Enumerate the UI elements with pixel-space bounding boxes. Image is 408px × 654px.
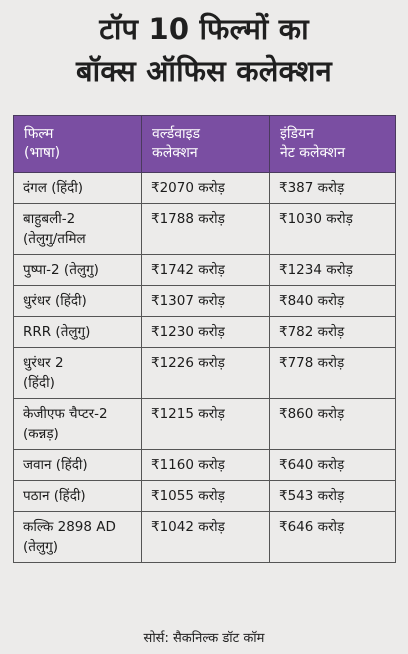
film-language: (कन्नड़)	[23, 426, 59, 442]
film-cell: धुरंधर 2 (हिंदी)	[13, 347, 142, 399]
header-film-line-1: फिल्म	[24, 126, 54, 142]
header-film-line-2: (भाषा)	[24, 145, 61, 161]
worldwide-cell: ₹1055 करोड़	[141, 480, 270, 512]
film-name: धुरंधर (हिंदी)	[23, 293, 87, 309]
worldwide-cell: ₹1230 करोड़	[141, 316, 270, 348]
film-cell: बाहुबली-2 (तेलुगु/तमिल	[13, 203, 142, 255]
film-language: (तेलुगु)	[23, 539, 58, 555]
film-name: दंगल (हिंदी)	[23, 180, 84, 196]
india-cell: ₹646 करोड़	[269, 511, 396, 563]
table-header-row: फिल्म (भाषा) वर्ल्डवाइड कलेक्शन इंडियन न…	[13, 115, 396, 173]
table-row: पठान (हिंदी) ₹1055 करोड़ ₹543 करोड़	[13, 480, 396, 512]
table-row: धुरंधर (हिंदी) ₹1307 करोड़ ₹840 करोड़	[13, 285, 396, 317]
film-cell: केजीएफ चैप्टर-2 (कन्नड़)	[13, 398, 142, 450]
worldwide-cell: ₹1226 करोड़	[141, 347, 270, 399]
page-title: टॉप 10 फिल्मों का बॉक्स ऑफिस कलेक्शन	[0, 8, 408, 92]
film-cell: जवान (हिंदी)	[13, 449, 142, 481]
header-worldwide-line-2: कलेक्शन	[152, 145, 198, 161]
header-india-line-2: नेट कलेक्शन	[280, 145, 345, 161]
source-credit: सोर्स: सैकनिल्क डॉट कॉम	[143, 631, 265, 646]
film-name: पुष्पा-2 (तेलुगु)	[23, 262, 99, 278]
film-language: (हिंदी)	[23, 375, 55, 391]
film-cell: पठान (हिंदी)	[13, 480, 142, 512]
table-row: केजीएफ चैप्टर-2 (कन्नड़) ₹1215 करोड़ ₹86…	[13, 398, 396, 450]
india-cell: ₹1030 करोड़	[269, 203, 396, 255]
worldwide-cell: ₹1160 करोड़	[141, 449, 270, 481]
film-cell: RRR (तेलुगु)	[13, 316, 142, 348]
india-cell: ₹860 करोड़	[269, 398, 396, 450]
table-row: RRR (तेलुगु) ₹1230 करोड़ ₹782 करोड़	[13, 316, 396, 348]
film-name: धुरंधर 2	[23, 355, 64, 371]
india-cell: ₹782 करोड़	[269, 316, 396, 348]
title-line-2: बॉक्स ऑफिस कलेक्शन	[76, 54, 332, 88]
film-name: बाहुबली-2	[23, 211, 76, 227]
film-name: जवान (हिंदी)	[23, 457, 88, 473]
box-office-table: फिल्म (भाषा) वर्ल्डवाइड कलेक्शन इंडियन न…	[13, 115, 396, 563]
table-row: बाहुबली-2 (तेलुगु/तमिल ₹1788 करोड़ ₹1030…	[13, 203, 396, 255]
film-name: कल्कि 2898 AD	[23, 519, 116, 535]
film-cell: दंगल (हिंदी)	[13, 172, 142, 204]
india-cell: ₹640 करोड़	[269, 449, 396, 481]
header-worldwide: वर्ल्डवाइड कलेक्शन	[141, 115, 270, 173]
worldwide-cell: ₹1215 करोड़	[141, 398, 270, 450]
worldwide-cell: ₹1742 करोड़	[141, 254, 270, 286]
table-row: कल्कि 2898 AD (तेलुगु) ₹1042 करोड़ ₹646 …	[13, 511, 396, 563]
header-worldwide-line-1: वर्ल्डवाइड	[152, 126, 201, 142]
film-cell: धुरंधर (हिंदी)	[13, 285, 142, 317]
india-cell: ₹840 करोड़	[269, 285, 396, 317]
india-cell: ₹1234 करोड़	[269, 254, 396, 286]
film-name: पठान (हिंदी)	[23, 488, 86, 504]
header-india: इंडियन नेट कलेक्शन	[269, 115, 396, 173]
table-row: जवान (हिंदी) ₹1160 करोड़ ₹640 करोड़	[13, 449, 396, 481]
india-cell: ₹543 करोड़	[269, 480, 396, 512]
film-name: RRR (तेलुगु)	[23, 324, 91, 340]
header-india-line-1: इंडियन	[280, 126, 314, 142]
india-cell: ₹778 करोड़	[269, 347, 396, 399]
film-language: (तेलुगु/तमिल	[23, 231, 86, 247]
worldwide-cell: ₹1307 करोड़	[141, 285, 270, 317]
table-row: दंगल (हिंदी) ₹2070 करोड़ ₹387 करोड़	[13, 172, 396, 204]
worldwide-cell: ₹2070 करोड़	[141, 172, 270, 204]
header-film: फिल्म (भाषा)	[13, 115, 142, 173]
film-cell: पुष्पा-2 (तेलुगु)	[13, 254, 142, 286]
film-name: केजीएफ चैप्टर-2	[23, 406, 108, 422]
worldwide-cell: ₹1042 करोड़	[141, 511, 270, 563]
film-cell: कल्कि 2898 AD (तेलुगु)	[13, 511, 142, 563]
table-row: धुरंधर 2 (हिंदी) ₹1226 करोड़ ₹778 करोड़	[13, 347, 396, 399]
india-cell: ₹387 करोड़	[269, 172, 396, 204]
table-row: पुष्पा-2 (तेलुगु) ₹1742 करोड़ ₹1234 करोड…	[13, 254, 396, 286]
worldwide-cell: ₹1788 करोड़	[141, 203, 270, 255]
title-line-1: टॉप 10 फिल्मों का	[99, 12, 309, 46]
